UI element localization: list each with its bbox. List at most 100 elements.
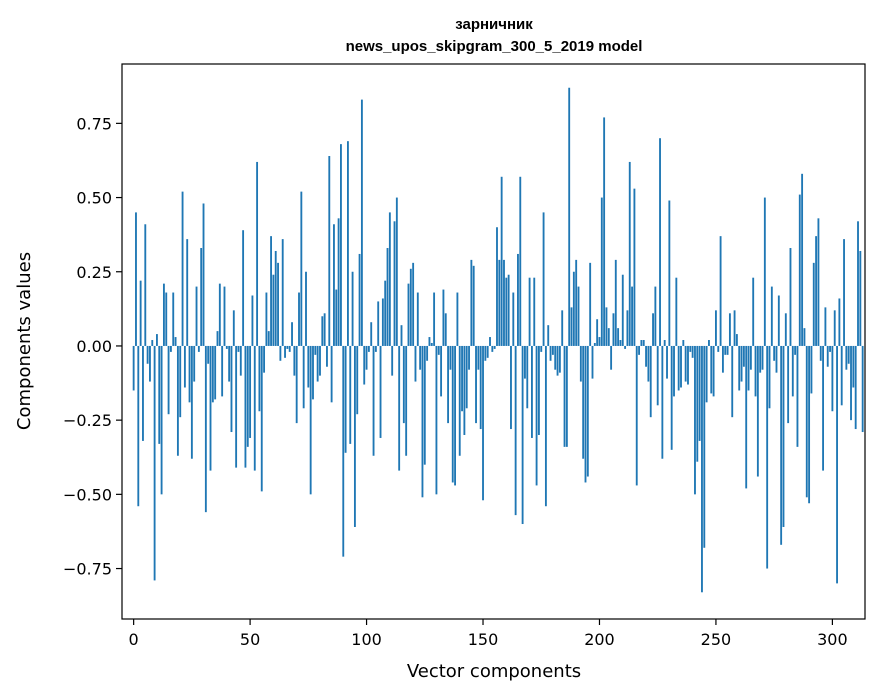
bar bbox=[838, 298, 841, 346]
bar bbox=[654, 286, 657, 346]
bar bbox=[370, 322, 373, 346]
bar bbox=[286, 345, 289, 349]
bar bbox=[738, 345, 741, 391]
bar bbox=[347, 141, 349, 346]
bar bbox=[603, 117, 606, 346]
bar bbox=[160, 345, 163, 495]
bar bbox=[204, 345, 207, 513]
bar bbox=[782, 345, 785, 527]
bar bbox=[528, 277, 531, 346]
bar bbox=[551, 345, 554, 355]
bar bbox=[726, 345, 729, 355]
bar bbox=[733, 310, 736, 346]
bar bbox=[237, 345, 240, 352]
bar bbox=[419, 345, 422, 370]
bar bbox=[321, 316, 324, 346]
bar bbox=[708, 340, 710, 346]
bar bbox=[144, 224, 147, 346]
bar bbox=[316, 345, 319, 382]
bar bbox=[791, 345, 794, 397]
x-tick-label: 250 bbox=[701, 630, 732, 649]
bar bbox=[367, 345, 370, 352]
bar bbox=[333, 224, 335, 346]
bar bbox=[484, 345, 487, 361]
bar bbox=[752, 277, 755, 346]
bar bbox=[505, 277, 508, 346]
bar bbox=[360, 99, 363, 346]
bar bbox=[188, 345, 191, 403]
bar bbox=[137, 345, 140, 507]
bar bbox=[749, 345, 752, 370]
bar bbox=[575, 259, 578, 346]
bar bbox=[633, 188, 636, 346]
bar bbox=[822, 345, 824, 471]
bar bbox=[211, 345, 214, 403]
bar bbox=[458, 345, 461, 456]
bar bbox=[158, 345, 161, 444]
bar bbox=[794, 345, 797, 355]
bar bbox=[521, 345, 524, 525]
bar bbox=[635, 345, 638, 486]
y-tick-label: 0.00 bbox=[76, 337, 112, 356]
chart-title-line2: news_upos_skipgram_300_5_2019 model bbox=[346, 38, 643, 55]
bar bbox=[761, 345, 764, 370]
bar bbox=[517, 253, 519, 346]
bar bbox=[277, 262, 279, 346]
bar bbox=[253, 345, 256, 471]
bar bbox=[850, 345, 852, 421]
plot-frame bbox=[121, 63, 866, 620]
bar bbox=[181, 191, 184, 346]
bar bbox=[353, 345, 356, 527]
bar bbox=[156, 334, 158, 346]
bar bbox=[789, 248, 792, 346]
bar bbox=[470, 259, 473, 346]
bar bbox=[544, 345, 547, 507]
bar bbox=[416, 292, 419, 346]
bar bbox=[610, 345, 613, 370]
bar bbox=[638, 345, 640, 355]
bar bbox=[742, 345, 745, 367]
bar bbox=[326, 345, 328, 367]
bar bbox=[833, 310, 836, 346]
bar bbox=[540, 345, 543, 352]
bar bbox=[561, 310, 564, 346]
bar bbox=[661, 345, 664, 459]
bar bbox=[190, 345, 193, 459]
bar bbox=[256, 161, 259, 346]
bar bbox=[153, 345, 156, 581]
bar bbox=[558, 345, 561, 373]
bar bbox=[526, 345, 529, 409]
bar bbox=[649, 345, 652, 418]
bar bbox=[489, 337, 491, 346]
bar bbox=[694, 345, 696, 495]
bar bbox=[803, 328, 806, 346]
bar bbox=[579, 345, 582, 382]
bar bbox=[626, 310, 629, 346]
bar bbox=[829, 345, 831, 352]
bar bbox=[300, 191, 303, 346]
bar bbox=[673, 345, 675, 397]
x-tick-label: 50 bbox=[240, 630, 260, 649]
bar bbox=[689, 345, 692, 352]
bar bbox=[656, 345, 659, 406]
bar bbox=[309, 345, 312, 495]
bar bbox=[728, 313, 731, 346]
bar bbox=[852, 345, 855, 388]
bar bbox=[847, 345, 850, 364]
bar bbox=[142, 345, 144, 441]
bar bbox=[437, 345, 440, 355]
bar bbox=[715, 310, 717, 346]
bar bbox=[430, 342, 433, 346]
bar bbox=[132, 345, 135, 391]
bar bbox=[840, 345, 843, 406]
bar bbox=[377, 301, 380, 346]
bar bbox=[223, 286, 226, 346]
x-axis-label: Vector components bbox=[407, 661, 581, 682]
bar bbox=[787, 345, 790, 424]
bar bbox=[533, 277, 536, 346]
bar bbox=[584, 345, 587, 483]
bar bbox=[766, 345, 769, 569]
bar bbox=[358, 253, 361, 346]
bar bbox=[398, 345, 401, 471]
bar bbox=[433, 292, 436, 346]
